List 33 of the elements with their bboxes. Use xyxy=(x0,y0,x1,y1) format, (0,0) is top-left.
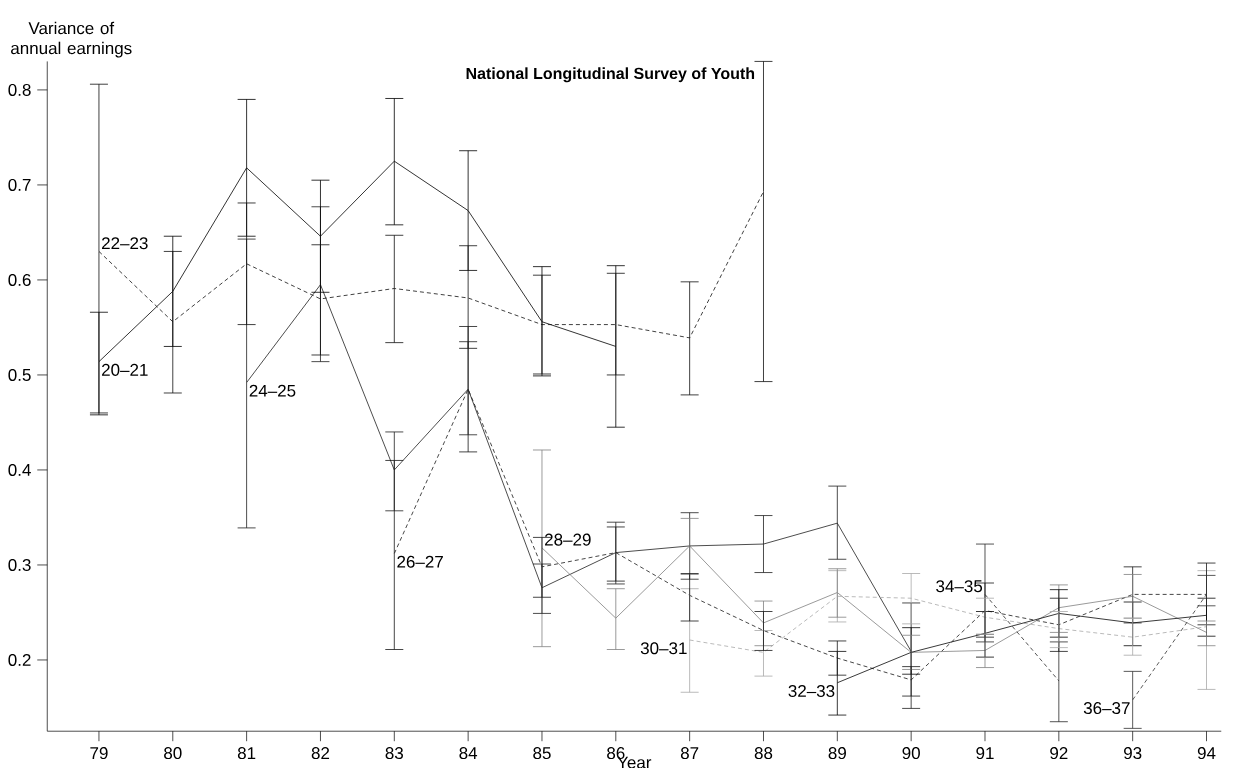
y-tick-label: 0.4 xyxy=(8,463,31,476)
x-tick-label: 92 xyxy=(1050,747,1068,760)
x-tick-label: 88 xyxy=(754,747,773,760)
x-tick-label: 87 xyxy=(680,747,699,760)
y-axis-title: Variance of annual earnings xyxy=(11,21,132,58)
y-tick-label: 0.7 xyxy=(8,178,31,191)
y-tick-label: 0.5 xyxy=(8,368,31,381)
x-tick-label: 84 xyxy=(459,747,478,760)
x-tick-label: 82 xyxy=(311,747,330,760)
y-tick-label: 0.6 xyxy=(8,273,31,286)
x-tick-label: 79 xyxy=(90,747,108,760)
chart-title: National Longitudinal Survey of Youth xyxy=(466,67,755,83)
y-tick-label: 0.8 xyxy=(8,83,31,96)
x-tick-label: 89 xyxy=(828,747,846,760)
series-label: 32–33 xyxy=(788,684,835,698)
series-label: 30–31 xyxy=(640,642,687,655)
series-label: 20–21 xyxy=(102,363,148,376)
series-label: 22–23 xyxy=(102,237,148,250)
series-label: 36–37 xyxy=(1083,702,1130,715)
series-label: 26–27 xyxy=(397,555,443,568)
x-tick-label: 90 xyxy=(902,747,920,760)
series-label: 28–29 xyxy=(545,533,591,546)
x-tick-label: 85 xyxy=(533,747,551,760)
x-tick-label: 91 xyxy=(976,747,994,760)
y-tick-label: 0.2 xyxy=(8,653,31,666)
x-tick-label: 83 xyxy=(385,747,403,760)
x-tick-label: 93 xyxy=(1124,747,1142,760)
x-tick-label: 81 xyxy=(237,747,256,760)
x-tick-label: 94 xyxy=(1197,747,1216,760)
series-label: 34–35 xyxy=(936,580,983,593)
y-tick-label: 0.3 xyxy=(8,558,31,571)
series-label: 24–25 xyxy=(249,384,296,397)
x-tick-label: 80 xyxy=(164,747,182,760)
